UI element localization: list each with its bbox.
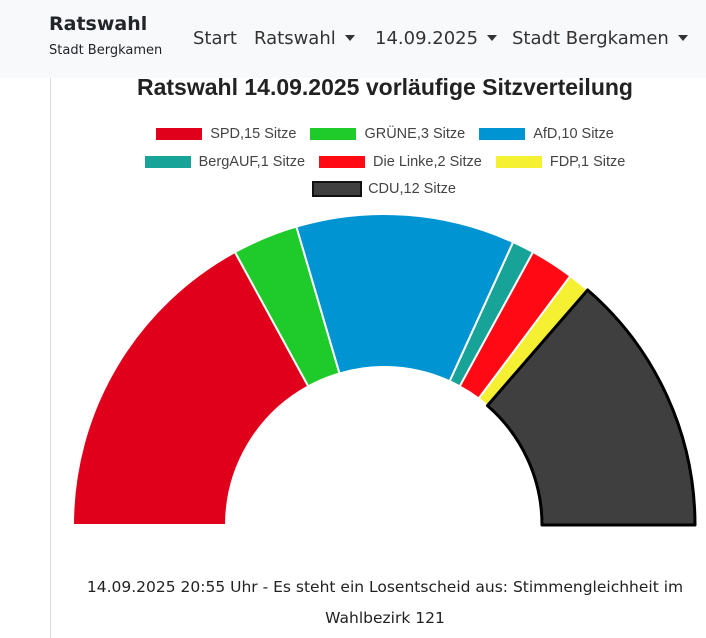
legend-item[interactable]: SPD,15 Sitze (156, 126, 296, 142)
legend-label: Die Linke,2 Sitze (373, 154, 482, 170)
chart-legend-row: CDU,12 Sitze (0, 181, 706, 197)
brand-title: Ratswahl (49, 13, 148, 35)
nav-city-label: Stadt Bergkamen (512, 28, 669, 49)
chevron-down-icon (344, 35, 355, 41)
seat-segment-cdu[interactable] (485, 288, 697, 527)
legend-item[interactable]: CDU,12 Sitze (314, 181, 456, 197)
legend-swatch (314, 183, 361, 195)
legend-item[interactable]: GRÜNE,3 Sitze (310, 126, 465, 142)
legend-label: GRÜNE,3 Sitze (364, 126, 466, 142)
nav-ratswahl-dropdown[interactable]: Ratswahl (254, 27, 355, 51)
status-note: 14.09.2025 20:55 Uhr - Es steht ein Lose… (86, 578, 684, 627)
legend-item[interactable]: BergAUF,1 Sitze (144, 154, 306, 170)
nav-city-dropdown[interactable]: Stadt Bergkamen (512, 27, 688, 51)
chevron-down-icon (677, 35, 688, 41)
chart-legend-row: BergAUF,1 Sitze Die Linke,2 Sitze FDP,1 Si… (0, 154, 706, 170)
legend-swatch (144, 156, 191, 168)
legend-item[interactable]: Die Linke,2 Sitze (319, 154, 482, 170)
legend-swatch (310, 128, 357, 140)
legend-swatch (156, 128, 203, 140)
seat-segment-afd[interactable] (295, 213, 515, 383)
chart-title: Ratswahl 14.09.2025 vorläufige Sitzverte… (137, 74, 633, 100)
legend-item[interactable]: FDP,1 Sitze (495, 154, 626, 170)
nav-date-dropdown[interactable]: 14.09.2025 (375, 27, 498, 51)
seat-segment-spd[interactable] (72, 251, 310, 526)
nav-ratswahl-label: Ratswahl (254, 28, 336, 49)
nav-start-label: Start (193, 28, 237, 49)
navbar: Ratswahl Stadt Bergkamen Start Ratswahl … (0, 0, 706, 78)
legend-item[interactable]: AfD,10 Sitze (479, 126, 614, 142)
nav-date-label: 14.09.2025 (375, 28, 479, 49)
legend-label: SPD,15 Sitze (210, 126, 297, 142)
legend-label: BergAUF,1 Sitze (198, 154, 306, 170)
legend-swatch (495, 156, 542, 168)
chart-legend-row: SPD,15 Sitze GRÜNE,3 Sitze AfD,10 Sitze (0, 126, 706, 142)
legend-swatch (479, 128, 526, 140)
legend-label: FDP,1 Sitze (549, 154, 626, 170)
content-border (50, 78, 51, 638)
chevron-down-icon (487, 35, 498, 41)
legend-swatch (319, 156, 366, 168)
nav-start-link[interactable]: Start (193, 27, 237, 51)
brand-subtitle: Stadt Bergkamen (49, 43, 163, 58)
brand-link[interactable]: Ratswahl Stadt Bergkamen (49, 12, 162, 60)
legend-label: AfD,10 Sitze (533, 126, 614, 142)
legend-label: CDU,12 Sitze (368, 181, 456, 197)
